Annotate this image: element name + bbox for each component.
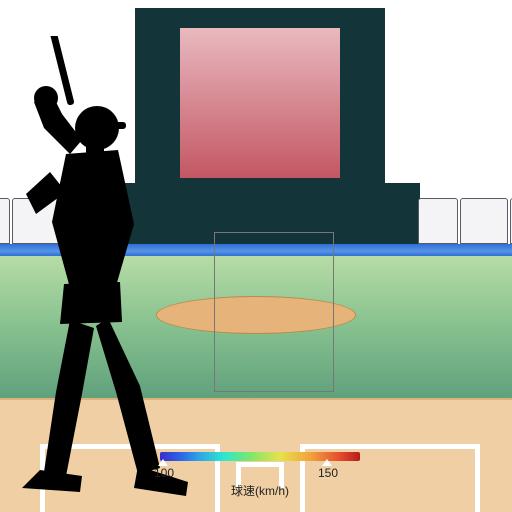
legend-tick-label: 100 [154,466,174,480]
chalk-line [475,444,480,512]
batter-silhouette [0,36,230,506]
stand-seg [418,198,458,244]
legend-title: 球速(km/h) [231,482,289,499]
strike-zone [214,232,334,392]
pitch-chart-stage: 100 150 球速(km/h) [0,0,512,512]
stand-seg [460,198,508,244]
chalk-line [300,444,480,449]
speed-legend: 100 150 球速(km/h) [160,452,360,502]
legend-tick-label: 150 [318,466,338,480]
